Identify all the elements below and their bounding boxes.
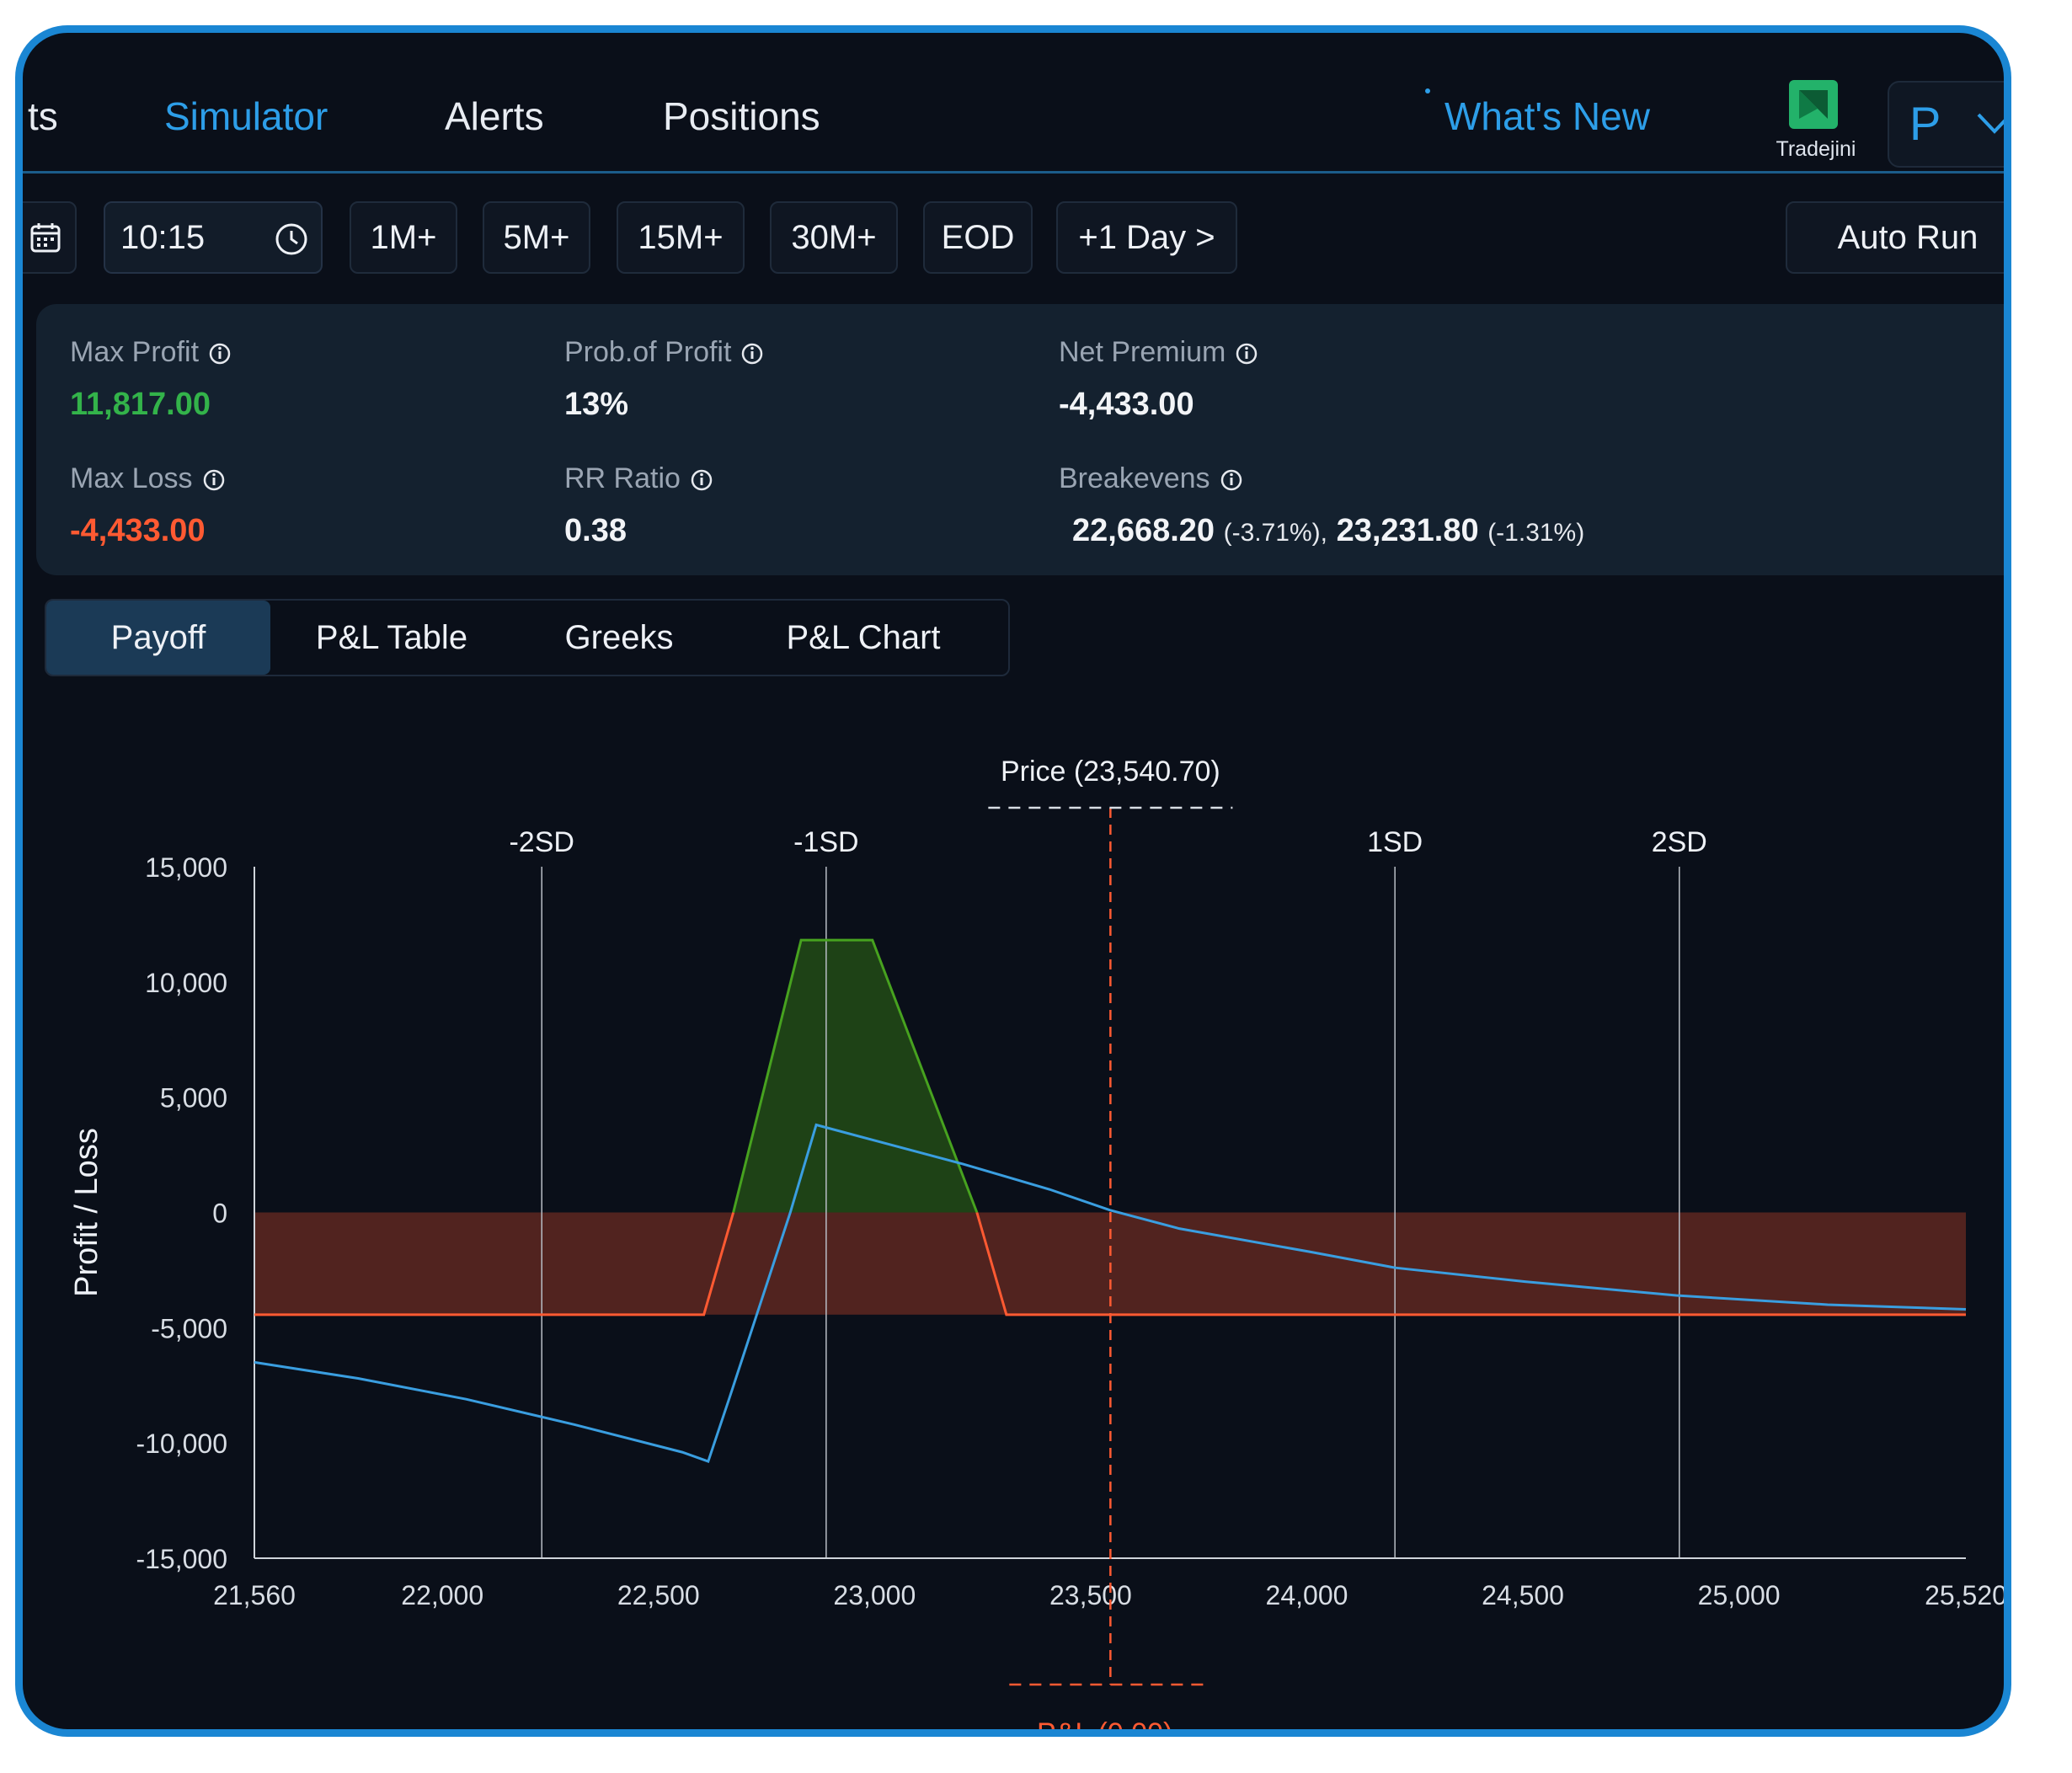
brand-label: Tradejini — [1776, 137, 1856, 161]
rr-ratio-value: 0.38 — [564, 513, 627, 548]
calendar-icon — [30, 223, 61, 253]
breakevens-label: Breakevens — [1059, 462, 1244, 495]
target-payoff-line — [254, 1123, 1967, 1463]
sd-label: -1SD — [793, 826, 858, 858]
x-tick-label: 25,520 — [1925, 1580, 2004, 1610]
metrics-panel: Max Profit 11,817.00 Prob.of Profit 13% … — [36, 304, 2004, 575]
calendar-button[interactable] — [23, 201, 77, 274]
interval-1m-button[interactable]: 1M+ — [350, 201, 457, 274]
info-icon[interactable] — [207, 341, 232, 366]
y-axis-label: Profit / Loss — [69, 1128, 104, 1297]
app-frame: ts Simulator Alerts Positions What's New… — [15, 25, 2011, 1737]
nav-item-partial[interactable]: ts — [28, 94, 58, 138]
info-icon[interactable] — [201, 467, 227, 493]
time-input[interactable]: 10:15 — [104, 201, 323, 274]
prob-profit-label: Prob.of Profit — [564, 336, 765, 369]
time-value: 10:15 — [120, 218, 206, 256]
sd-label: 2SD — [1652, 826, 1707, 858]
chevron-down-icon — [1977, 113, 2004, 134]
auto-run-button[interactable]: Auto Run — [1786, 201, 2004, 274]
max-loss-label: Max Loss — [70, 462, 227, 495]
tab-payoff[interactable]: Payoff — [46, 601, 270, 675]
view-tabs: Payoff P&L Table Greeks P&L Chart — [45, 599, 1010, 676]
pl-marker-label: P&L (0.00) — [1037, 1717, 1173, 1737]
breakevens-value: 22,668.20 (-3.71%), 23,231.80 (-1.31%) — [1072, 513, 1584, 549]
net-premium-label: Net Premium — [1059, 336, 1259, 369]
x-tick-label: 23,000 — [833, 1580, 916, 1610]
breakeven-1: 22,668.20 — [1072, 513, 1215, 548]
profile-initial: P — [1909, 97, 1941, 150]
next-day-button[interactable]: +1 Day > — [1056, 201, 1237, 274]
x-tick-label: 24,500 — [1482, 1580, 1564, 1610]
x-tick-label: 25,000 — [1698, 1580, 1781, 1610]
tab-pl-table[interactable]: P&L Table — [315, 618, 468, 656]
breakeven-1-pct: (-3.71%), — [1223, 519, 1327, 547]
sd-label: -2SD — [509, 826, 574, 858]
nav-item-alerts[interactable]: Alerts — [445, 94, 544, 138]
info-icon[interactable] — [740, 341, 765, 366]
nav-item-positions[interactable]: Positions — [663, 94, 820, 138]
profit-zone — [733, 940, 977, 1213]
tab-greeks[interactable]: Greeks — [564, 618, 674, 656]
x-tick-label: 24,000 — [1266, 1580, 1348, 1610]
sd-label: 1SD — [1367, 826, 1423, 858]
rr-ratio-label: RR Ratio — [564, 462, 714, 495]
expiry-loss-line-right — [975, 1212, 1966, 1316]
expiry-profit-line — [732, 938, 979, 1214]
y-tick-label: 15,000 — [145, 852, 227, 883]
top-nav: ts Simulator Alerts Positions What's New… — [23, 33, 2004, 174]
tab-pl-chart[interactable]: P&L Chart — [786, 618, 941, 656]
x-tick-label: 21,560 — [213, 1580, 296, 1610]
breakeven-2-pct: (-1.31%) — [1487, 519, 1585, 547]
y-tick-label: -15,000 — [136, 1544, 227, 1574]
info-icon[interactable] — [1219, 467, 1244, 493]
interval-30m-button[interactable]: 30M+ — [770, 201, 898, 274]
y-tick-label: 5,000 — [160, 1083, 227, 1113]
x-tick-label: 22,500 — [617, 1580, 700, 1610]
net-premium-value: -4,433.00 — [1059, 387, 1194, 422]
x-tick-label: 23,500 — [1049, 1580, 1132, 1610]
interval-eod-button[interactable]: EOD — [923, 201, 1033, 274]
y-tick-label: 0 — [212, 1199, 227, 1229]
price-label: Price (23,540.70) — [1001, 756, 1220, 788]
nav-item-simulator[interactable]: Simulator — [164, 94, 328, 138]
whats-new-link[interactable]: What's New — [1445, 94, 1650, 138]
tradejini-logo-icon[interactable] — [1789, 80, 1838, 129]
info-icon[interactable] — [689, 467, 714, 493]
profile-menu-button[interactable]: P — [1888, 81, 2004, 168]
x-tick-label: 22,000 — [401, 1580, 483, 1610]
clock-icon — [275, 223, 307, 255]
prob-profit-value: 13% — [564, 387, 629, 422]
y-tick-label: -10,000 — [136, 1429, 227, 1459]
interval-5m-button[interactable]: 5M+ — [483, 201, 590, 274]
breakeven-2: 23,231.80 — [1336, 513, 1479, 548]
info-icon[interactable] — [1234, 341, 1259, 366]
y-tick-label: -5,000 — [151, 1313, 227, 1343]
max-profit-value: 11,817.00 — [70, 387, 211, 422]
interval-15m-button[interactable]: 15M+ — [617, 201, 745, 274]
expiry-loss-line-left — [254, 1212, 735, 1316]
notification-dot — [1425, 88, 1430, 93]
max-profit-label: Max Profit — [70, 336, 232, 369]
max-loss-value: -4,433.00 — [70, 513, 206, 548]
payoff-chart[interactable]: -2SD -1SD 1SD 2SD 15,000 10,000 5,000 0 -5,000 -1… — [23, 724, 2004, 1734]
y-tick-label: 10,000 — [145, 968, 227, 998]
